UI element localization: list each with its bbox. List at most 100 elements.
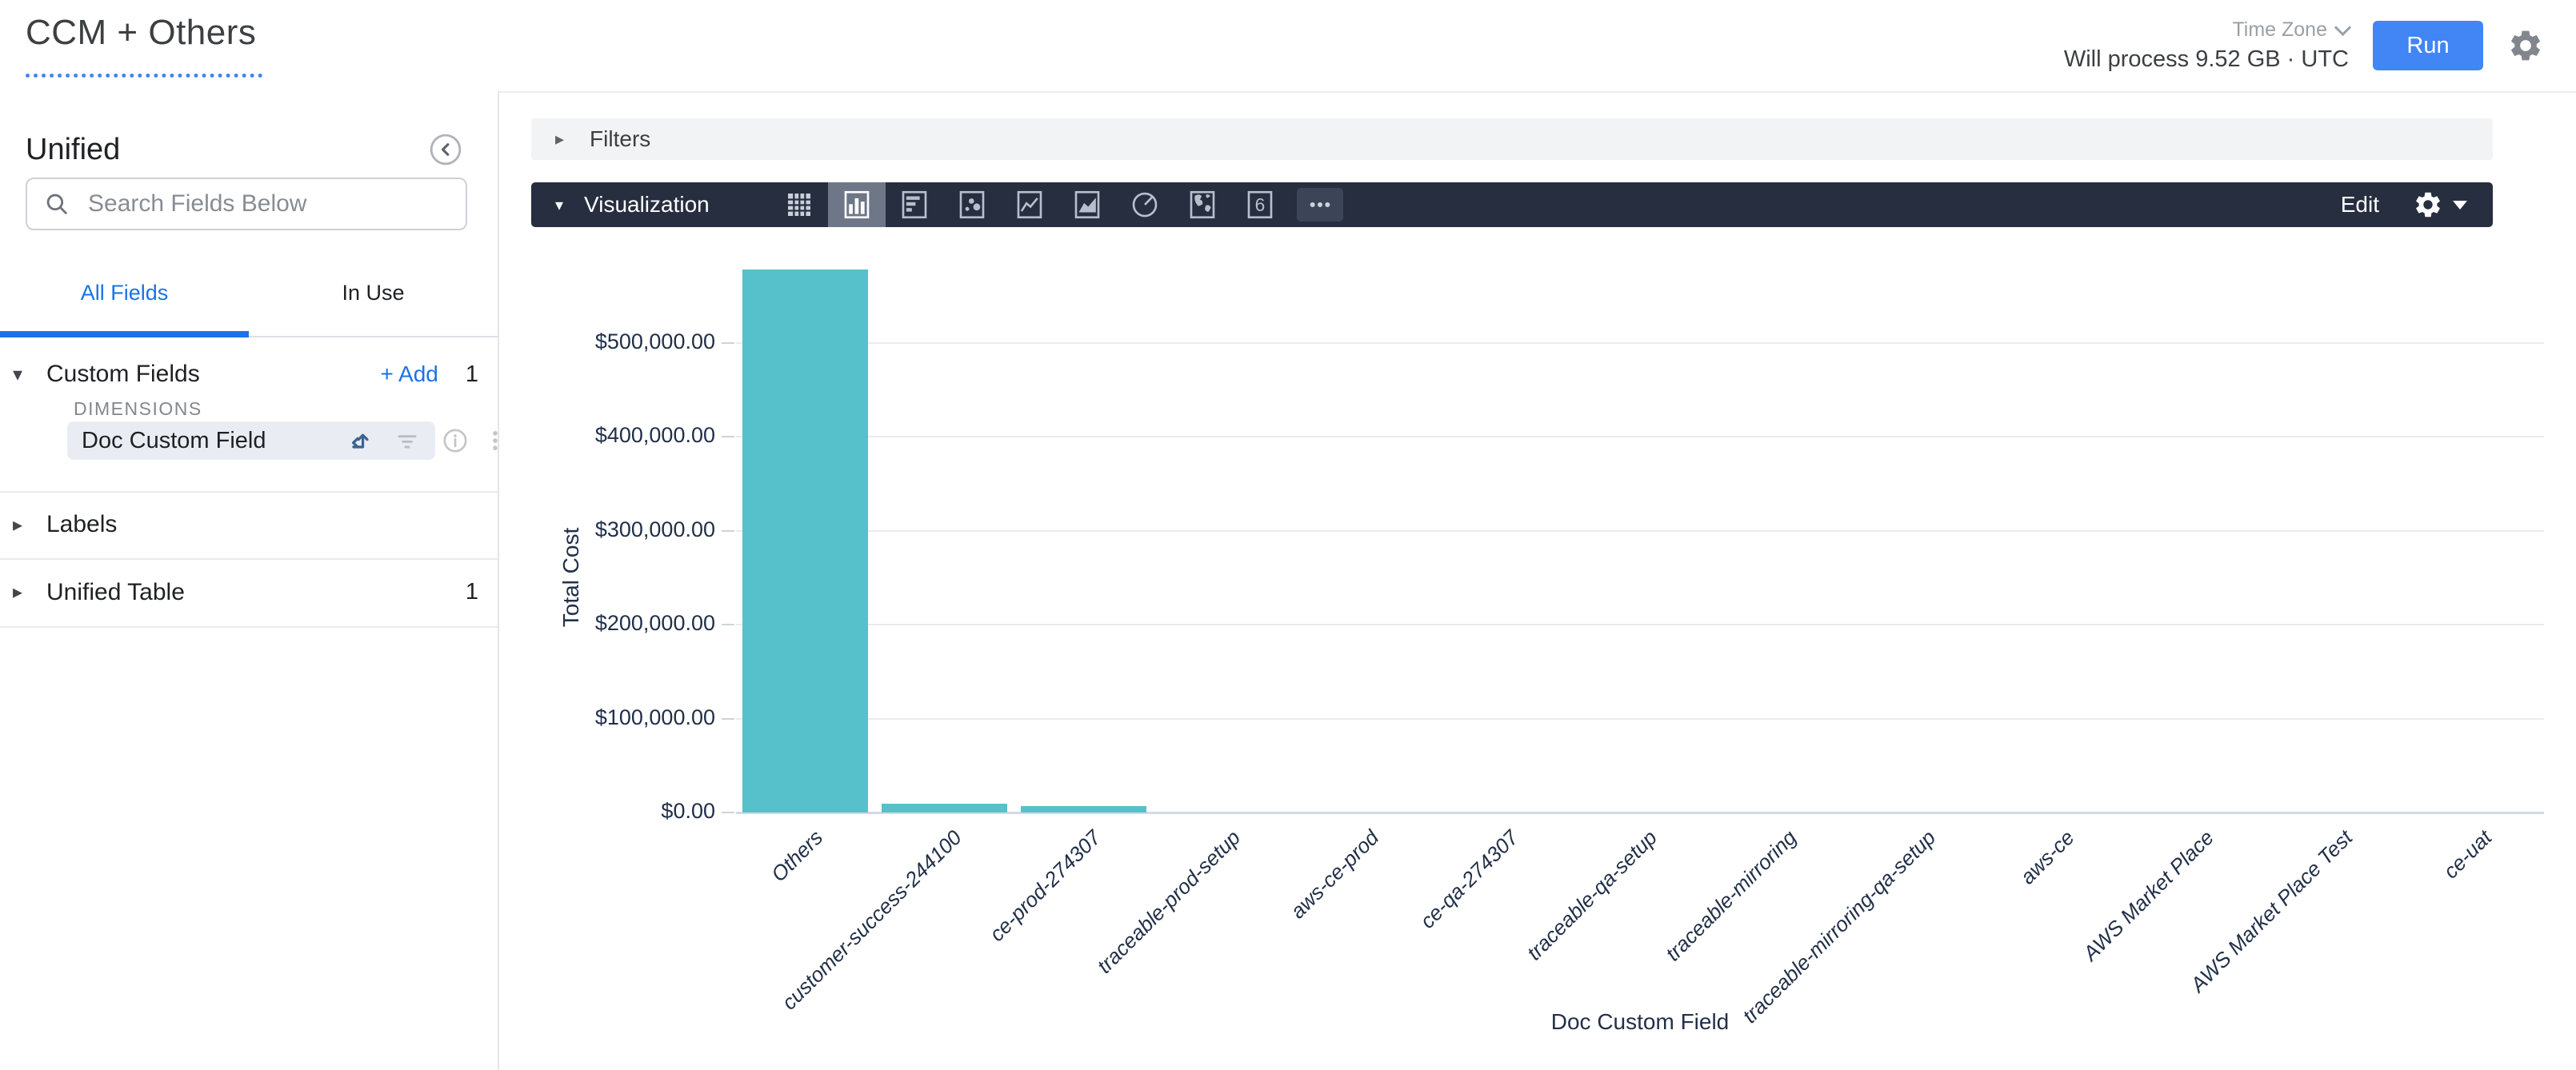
field-picker-sidebar: Unified All Fields In Use ▾ Custom Field…	[0, 91, 499, 1070]
tab-in-use[interactable]: In Use	[342, 280, 405, 305]
x-tick-label: ce-prod-274307	[984, 825, 1106, 947]
pivot-icon	[352, 433, 369, 449]
viz-type-switcher: 6	[770, 182, 1343, 227]
top-header: CCM + Others Time Zone Will process 9.52…	[0, 0, 2576, 93]
search-icon	[46, 194, 67, 214]
caret-down-icon	[2453, 200, 2467, 210]
y-gridline	[736, 717, 2544, 720]
viz-type-map[interactable]	[1174, 182, 1231, 227]
caret-right-icon: ▸	[13, 581, 23, 603]
y-tick-mark	[722, 717, 734, 720]
run-button[interactable]: Run	[2373, 21, 2483, 70]
divider	[0, 626, 498, 628]
field-tabs: All Fields In Use	[0, 250, 498, 337]
scatter-plot-icon	[959, 190, 985, 219]
caret-down-icon: ▾	[13, 363, 23, 385]
settings-button[interactable]	[2507, 27, 2544, 64]
header-actions: Time Zone Will process 9.52 GB · UTC Run	[2064, 0, 2544, 91]
section-labels[interactable]: ▸ Labels	[0, 491, 498, 558]
query-info-block: Time Zone Will process 9.52 GB · UTC	[2063, 18, 2352, 72]
x-tick-label: aws-ce	[2015, 825, 2079, 889]
process-size-text: Will process 9.52 GB · UTC	[2063, 46, 2349, 72]
custom-fields-count: 1	[465, 361, 478, 387]
chevron-down-icon	[2334, 18, 2352, 37]
x-tick-label: traceable-mirroring	[1660, 825, 1802, 966]
section-unified-table[interactable]: ▸ Unified Table 1	[0, 558, 498, 626]
bar-chart-icon	[902, 190, 927, 219]
filters-bar[interactable]: ▸ Filters	[531, 118, 2493, 160]
bar-customer-success-244100[interactable]	[882, 804, 1008, 812]
y-tick-mark	[722, 624, 734, 626]
svg-text:6: 6	[1254, 194, 1265, 215]
viz-type-line-chart[interactable]	[1001, 182, 1058, 227]
x-tick-label: traceable-qa-setup	[1522, 825, 1662, 965]
section-unified-table-label: Unified Table	[46, 578, 185, 605]
time-zone-dropdown[interactable]: Time Zone	[2232, 18, 2352, 40]
column-chart-icon	[844, 190, 870, 219]
field-doc-custom-field[interactable]: Doc Custom Field	[67, 421, 435, 460]
viz-type-column-chart[interactable]	[827, 182, 886, 227]
y-tick-mark	[722, 436, 734, 438]
area-chart-icon	[1074, 190, 1100, 219]
visualization-toolbar: ▾ Visualization 6 Edit	[531, 182, 2493, 227]
viz-type-single-value[interactable]: 6	[1231, 182, 1289, 227]
x-tick-label: Others	[766, 825, 828, 887]
y-gridline	[736, 436, 2544, 438]
viz-settings-dropdown[interactable]	[2413, 190, 2467, 220]
y-tick-mark	[722, 529, 734, 532]
section-labels-label: Labels	[46, 511, 118, 537]
viz-type-pie-chart[interactable]	[1116, 182, 1174, 227]
field-menu-button[interactable]	[482, 427, 509, 454]
search-input[interactable]	[86, 190, 450, 218]
bar-ce-prod-274307[interactable]	[1021, 806, 1147, 812]
info-icon	[443, 429, 467, 453]
viz-type-scatter-plot[interactable]	[943, 182, 1001, 227]
field-name: Doc Custom Field	[82, 427, 266, 453]
line-chart-icon	[1017, 190, 1042, 219]
title-dotted-underline	[26, 74, 262, 78]
y-gridline	[736, 624, 2544, 626]
single-value-icon: 6	[1247, 190, 1273, 219]
tab-all-fields[interactable]: All Fields	[0, 250, 249, 337]
y-gridline	[736, 529, 2544, 532]
viz-type-table[interactable]	[770, 182, 828, 227]
caret-down-icon[interactable]: ▾	[555, 196, 564, 214]
x-tick-label: AWS Market Place Test	[2186, 825, 2358, 997]
unified-table-count: 1	[465, 579, 478, 605]
y-tick-mark	[722, 812, 734, 813]
map-icon	[1190, 190, 1215, 219]
y-gridline	[736, 342, 2544, 344]
field-info-button[interactable]	[442, 427, 469, 454]
gear-icon	[2511, 30, 2540, 61]
divider	[0, 558, 498, 560]
table-icon	[787, 194, 810, 216]
x-tick-label: ce-qa-274307	[1414, 825, 1523, 933]
bar-Others[interactable]	[742, 269, 869, 812]
divider	[0, 491, 498, 493]
edit-button[interactable]: Edit	[2340, 192, 2379, 217]
viz-type-area-chart[interactable]	[1058, 182, 1116, 227]
pivot-button[interactable]	[347, 427, 374, 454]
page-title[interactable]: CCM + Others	[26, 13, 257, 52]
more-options-icon	[1310, 202, 1330, 207]
kebab-menu-icon	[493, 430, 498, 451]
y-tick-mark	[722, 342, 734, 344]
viz-type-more-options[interactable]	[1296, 188, 1343, 222]
x-tick-label: ce-uat	[2438, 825, 2497, 884]
section-custom-fields[interactable]: ▾ Custom Fields + Add 1	[0, 355, 498, 393]
viz-type-bar-chart[interactable]	[886, 182, 943, 227]
filter-icon	[398, 435, 417, 449]
x-tick-label: aws-ce-prod	[1286, 825, 1384, 924]
x-tick-label: traceable-prod-setup	[1091, 825, 1245, 978]
x-tick-label: AWS Market Place	[2078, 825, 2218, 966]
x-tick-label: traceable-mirroring-qa-setup	[1737, 825, 1940, 1028]
gear-icon	[2416, 192, 2440, 218]
dimensions-group-label: DIMENSIONS	[74, 398, 202, 419]
add-custom-field-button[interactable]: + Add	[380, 361, 438, 386]
y-axis-title: Total Cost	[558, 527, 583, 628]
filter-button[interactable]	[394, 427, 421, 454]
collapse-panel-button[interactable]	[429, 133, 462, 166]
pie-chart-icon	[1132, 192, 1158, 218]
x-axis-title: Doc Custom Field	[1550, 1009, 1730, 1034]
